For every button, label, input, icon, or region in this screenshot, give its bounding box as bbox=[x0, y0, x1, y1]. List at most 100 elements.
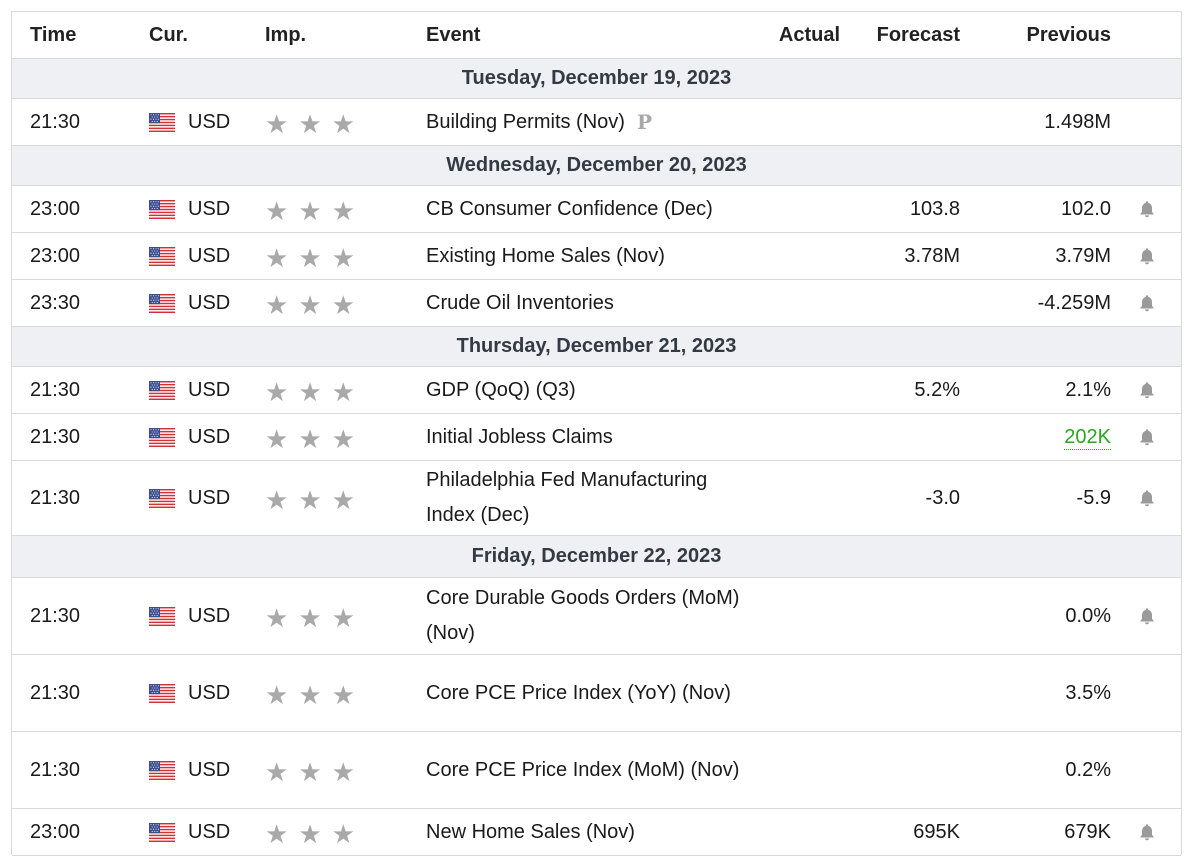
event-actual bbox=[752, 655, 840, 731]
star-icon: ★ bbox=[331, 757, 355, 787]
event-name-cell[interactable]: Core Durable Goods Orders (MoM) (Nov) bbox=[426, 578, 756, 654]
event-name-cell[interactable]: Core PCE Price Index (MoM) (Nov) bbox=[426, 732, 756, 808]
day-header-label: Tuesday, December 19, 2023 bbox=[461, 67, 732, 89]
event-name-cell[interactable]: Initial Jobless Claims bbox=[426, 414, 756, 460]
importance-stars: ★ ★ ★ bbox=[265, 414, 355, 460]
bell-icon[interactable] bbox=[1137, 246, 1157, 266]
event-name-cell[interactable]: Core PCE Price Index (YoY) (Nov) bbox=[426, 655, 756, 731]
alert-cell[interactable] bbox=[1136, 367, 1158, 413]
alert-cell[interactable] bbox=[1136, 233, 1158, 279]
event-name-cell[interactable]: CB Consumer Confidence (Dec) bbox=[426, 186, 756, 232]
star-icon: ★ bbox=[298, 196, 322, 226]
event-name[interactable]: Building Permits (Nov) bbox=[426, 110, 625, 133]
day-header-label: Wednesday, December 20, 2023 bbox=[446, 154, 747, 176]
column-header-currency[interactable]: Cur. bbox=[149, 23, 188, 46]
table-row[interactable]: 21:30 USD ★ ★ ★ Philadelphia Fed Manufactu… bbox=[12, 461, 1181, 536]
event-time: 21:30 bbox=[30, 758, 81, 781]
star-icon: ★ bbox=[265, 819, 289, 849]
event-actual bbox=[752, 809, 840, 855]
event-currency: USD bbox=[188, 244, 231, 267]
event-name[interactable]: CB Consumer Confidence (Dec) bbox=[426, 197, 713, 220]
table-header: Time Cur. Imp. Event Actual Forecast Pre… bbox=[12, 12, 1181, 59]
bell-icon[interactable] bbox=[1137, 293, 1157, 313]
bell-icon[interactable] bbox=[1137, 380, 1157, 400]
column-header-time[interactable]: Time bbox=[30, 23, 77, 46]
event-name[interactable]: New Home Sales (Nov) bbox=[426, 820, 635, 843]
alert-cell[interactable] bbox=[1136, 809, 1158, 855]
event-previous: 1.498M bbox=[1044, 110, 1111, 133]
bell-icon[interactable] bbox=[1137, 822, 1157, 842]
bell-icon[interactable] bbox=[1137, 199, 1157, 219]
star-icon: ★ bbox=[265, 603, 289, 633]
event-previous: 0.2% bbox=[1065, 758, 1111, 781]
column-header-event[interactable]: Event bbox=[426, 23, 481, 46]
event-previous: 0.0% bbox=[1065, 604, 1111, 627]
alert-cell[interactable] bbox=[1136, 461, 1158, 535]
alert-cell[interactable] bbox=[1136, 732, 1158, 808]
event-name-cell[interactable]: New Home Sales (Nov) bbox=[426, 809, 756, 855]
event-name[interactable]: Core PCE Price Index (YoY) (Nov) bbox=[426, 681, 731, 704]
alert-cell[interactable] bbox=[1136, 186, 1158, 232]
table-row[interactable]: 21:30 USD ★ ★ ★ Building Permits (Nov) P bbox=[12, 99, 1181, 146]
star-icon: ★ bbox=[331, 290, 355, 320]
table-row[interactable]: 21:30 USD ★ ★ ★ Core PCE Price Index (MoM)… bbox=[12, 732, 1181, 809]
column-header-importance[interactable]: Imp. bbox=[265, 23, 307, 46]
event-forecast: 5.2% bbox=[914, 378, 960, 401]
event-currency: USD bbox=[188, 197, 231, 220]
star-icon: ★ bbox=[265, 243, 289, 273]
event-previous-cell: 3.79M bbox=[992, 233, 1111, 279]
event-name[interactable]: Existing Home Sales (Nov) bbox=[426, 244, 665, 267]
star-icon: ★ bbox=[331, 243, 355, 273]
bell-icon[interactable] bbox=[1137, 488, 1157, 508]
table-row[interactable]: 23:00 USD ★ ★ ★ Existing Home Sales (Nov) … bbox=[12, 233, 1181, 280]
event-forecast bbox=[852, 414, 960, 460]
event-previous-cell: 3.5% bbox=[992, 655, 1111, 731]
alert-cell[interactable] bbox=[1136, 578, 1158, 654]
table-row[interactable]: 21:30 USD ★ ★ ★ GDP (QoQ) (Q3) 5.2% 2.1 bbox=[12, 367, 1181, 414]
event-name-cell[interactable]: Existing Home Sales (Nov) bbox=[426, 233, 756, 279]
event-name[interactable]: Crude Oil Inventories bbox=[426, 291, 614, 314]
star-icon: ★ bbox=[298, 377, 322, 407]
table-row[interactable]: 23:00 USD ★ ★ ★ CB Consumer Confidence (De… bbox=[12, 186, 1181, 233]
event-previous: 679K bbox=[1064, 820, 1111, 843]
importance-stars: ★ ★ ★ bbox=[265, 655, 355, 731]
table-row[interactable]: 21:30 USD ★ ★ ★ Core Durable Goods Orders … bbox=[12, 578, 1181, 655]
star-icon: ★ bbox=[265, 196, 289, 226]
event-actual bbox=[752, 280, 840, 326]
event-name[interactable]: Core Durable Goods Orders (MoM) (Nov) bbox=[426, 587, 740, 644]
us-flag-icon bbox=[149, 186, 175, 232]
preliminary-p-icon[interactable]: P bbox=[636, 109, 652, 134]
event-actual bbox=[752, 461, 840, 535]
event-name[interactable]: Philadelphia Fed Manufacturing Index (De… bbox=[426, 469, 708, 526]
alert-cell[interactable] bbox=[1136, 99, 1158, 145]
event-name-cell[interactable]: Crude Oil Inventories bbox=[426, 280, 756, 326]
star-icon: ★ bbox=[298, 424, 322, 454]
event-name[interactable]: GDP (QoQ) (Q3) bbox=[426, 378, 576, 401]
day-header-label: Friday, December 22, 2023 bbox=[471, 545, 722, 567]
star-icon: ★ bbox=[331, 680, 355, 710]
event-forecast bbox=[852, 655, 960, 731]
table-row[interactable]: 23:00 USD ★ ★ ★ New Home Sales (Nov) 695K bbox=[12, 809, 1181, 856]
day-header-row: Thursday, December 21, 2023 bbox=[12, 327, 1181, 367]
event-name[interactable]: Core PCE Price Index (MoM) (Nov) bbox=[426, 758, 740, 781]
event-name-cell[interactable]: GDP (QoQ) (Q3) bbox=[426, 367, 756, 413]
event-name[interactable]: Initial Jobless Claims bbox=[426, 425, 613, 448]
importance-stars: ★ ★ ★ bbox=[265, 367, 355, 413]
event-previous-cell: 0.2% bbox=[992, 732, 1111, 808]
bell-icon[interactable] bbox=[1137, 427, 1157, 447]
alert-cell[interactable] bbox=[1136, 280, 1158, 326]
event-previous: -5.9 bbox=[1076, 486, 1111, 509]
event-currency: USD bbox=[188, 758, 231, 781]
table-row[interactable]: 23:30 USD ★ ★ ★ Crude Oil Inventories bbox=[12, 280, 1181, 327]
alert-cell[interactable] bbox=[1136, 414, 1158, 460]
event-name-cell[interactable]: Building Permits (Nov) P bbox=[426, 99, 756, 145]
alert-cell[interactable] bbox=[1136, 655, 1158, 731]
table-row[interactable]: 21:30 USD ★ ★ ★ Core PCE Price Index (YoY)… bbox=[12, 655, 1181, 732]
column-header-actual[interactable]: Actual bbox=[778, 23, 840, 46]
table-row[interactable]: 21:30 USD ★ ★ ★ Initial Jobless Claims bbox=[12, 414, 1181, 461]
event-currency: USD bbox=[188, 425, 231, 448]
bell-icon[interactable] bbox=[1137, 606, 1157, 626]
column-header-previous[interactable]: Previous bbox=[1026, 23, 1111, 46]
column-header-forecast[interactable]: Forecast bbox=[876, 23, 960, 46]
event-name-cell[interactable]: Philadelphia Fed Manufacturing Index (De… bbox=[426, 461, 756, 535]
